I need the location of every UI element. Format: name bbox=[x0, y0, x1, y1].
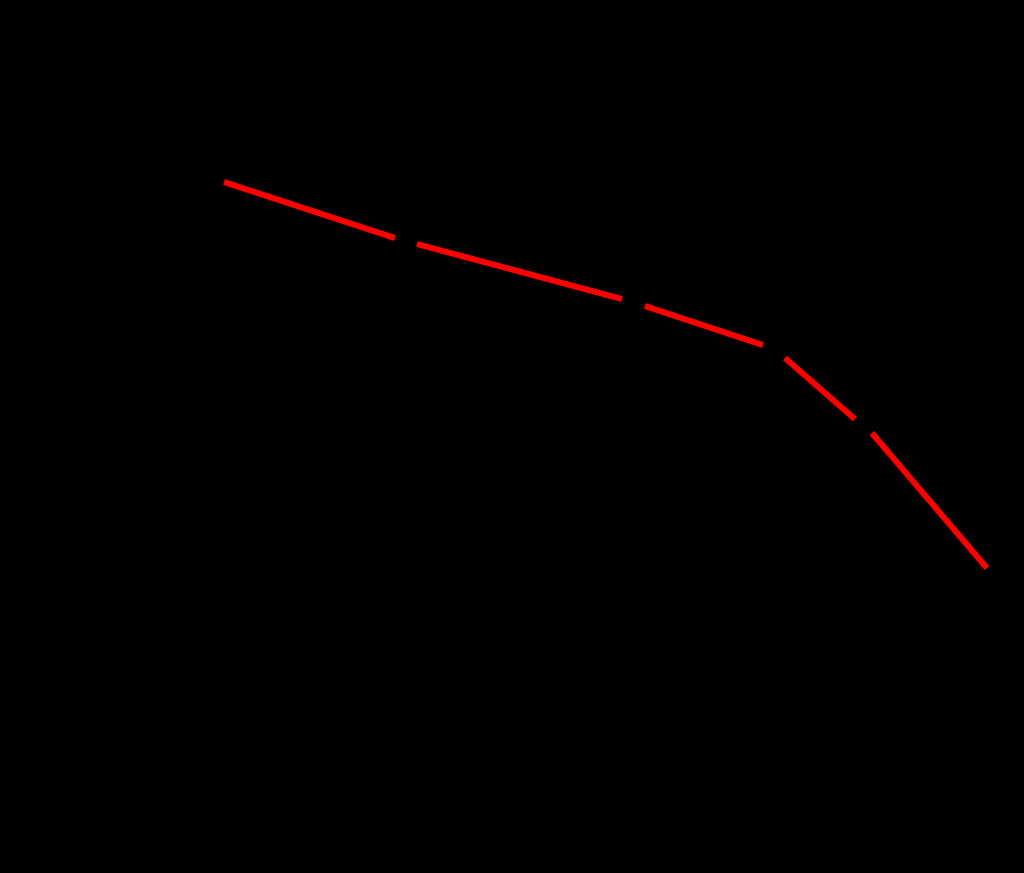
line-segment bbox=[783, 355, 857, 422]
line-segment bbox=[644, 303, 764, 348]
line-segment bbox=[869, 431, 990, 570]
line-segment bbox=[223, 179, 396, 241]
line-series-group bbox=[223, 179, 990, 570]
line-segment bbox=[416, 241, 623, 302]
